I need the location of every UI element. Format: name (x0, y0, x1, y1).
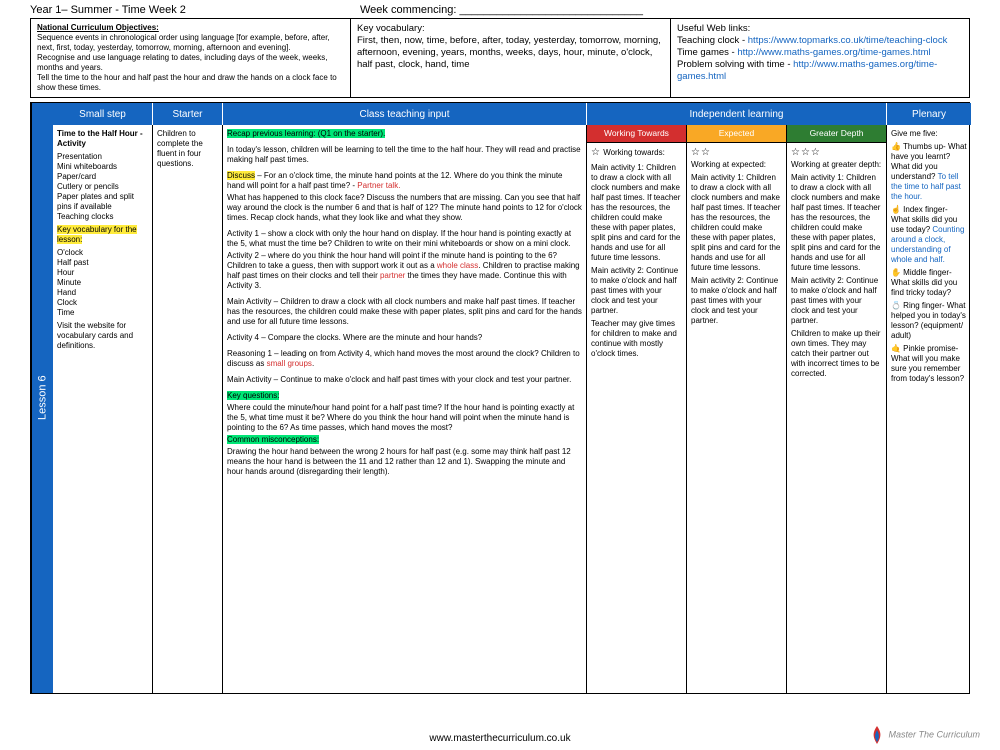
wt-header: Working Towards (587, 125, 687, 142)
vocab-title: Key vocabulary: (357, 23, 425, 34)
gd-header: Greater Depth (787, 125, 886, 142)
step-title: Time to the Half Hour - Activity (57, 129, 143, 148)
footer-url: www.masterthecurriculum.co.uk (0, 733, 1000, 744)
logo-text: Master The Curriculum (888, 729, 980, 739)
ex-header: Expected (687, 125, 787, 142)
nco-body: Sequence events in chronological order u… (37, 33, 337, 92)
links-title: Useful Web links: (677, 23, 750, 34)
input-p5d: partner (380, 271, 405, 280)
ex-a2: Main activity 2: Continue to make o'cloc… (691, 276, 782, 326)
step-keyvocab-list: O'clock Half past Hour Minute Hand Clock… (57, 248, 148, 318)
input-p5b: whole class (437, 261, 478, 270)
gd-stars: ☆☆☆ (791, 147, 821, 158)
header-title: Year 1– Summer - Time Week 2 (30, 4, 360, 16)
th-small-step: Small step (53, 103, 153, 125)
nco-box: National Curriculum Objectives: Sequence… (31, 19, 351, 97)
input-cm-hl: Common misconceptions: (227, 435, 319, 444)
lesson-grid: Lesson 6 Small step Starter Class teachi… (30, 102, 970, 694)
input-p7: Activity 4 – Compare the clocks. Where a… (227, 333, 582, 343)
input-p9: Main Activity – Continue to make o'clock… (227, 375, 582, 385)
plenary-pinkie: 🤙 Pinkie promise- What will you make sur… (891, 344, 967, 384)
step-website: Visit the website for vocabulary cards a… (57, 321, 148, 351)
wt-a2: Main activity 2: Continue to make o'cloc… (591, 266, 682, 316)
plenary-title: Give me five: (891, 129, 967, 139)
plenary-ring: 💍 Ring finger- What helped you in today'… (891, 301, 967, 341)
plenary-middle: ✋ Middle finger- What skills did you fin… (891, 268, 967, 298)
gd-a3: Children to make up their own times. The… (791, 329, 882, 379)
wt-cell: ☆ Working towards: Main activity 1: Chil… (587, 143, 687, 693)
starter-text: Children to complete the fluent in four … (157, 129, 203, 168)
step-resources: Presentation Mini whiteboards Paper/card… (57, 152, 148, 222)
wt-a1: Main activity 1: Children to draw a cloc… (591, 163, 682, 263)
vocab-body: First, then, now, time, before, after, t… (357, 35, 661, 70)
nco-title: National Curriculum Objectives: (37, 23, 159, 32)
input-p2b: Partner talk. (357, 181, 400, 190)
th-plenary: Plenary (887, 103, 971, 125)
footer-logo: Master The Curriculum (868, 724, 980, 746)
ex-stars: ☆☆ (691, 147, 711, 158)
link3-label: Problem solving with time - (677, 59, 793, 70)
cell-class-input: Recap previous learning: (Q1 on the star… (223, 125, 587, 693)
step-keyvocab-hl: Key vocabulary for the lesson: (57, 225, 137, 244)
flame-icon (868, 724, 886, 746)
input-p11: Drawing the hour hand between the wrong … (227, 447, 582, 477)
th-indep: Independent learning (587, 103, 887, 125)
input-p6: Main Activity – Children to draw a clock… (227, 297, 582, 327)
vocab-box: Key vocabulary: First, then, now, time, … (351, 19, 671, 97)
input-discuss-hl: Discuss (227, 171, 255, 180)
th-starter: Starter (153, 103, 223, 125)
wt-stars: ☆ (591, 147, 601, 158)
th-input: Class teaching input (223, 103, 587, 125)
link2-url[interactable]: http://www.maths-games.org/time-games.ht… (737, 47, 930, 58)
input-p8c: . (312, 359, 314, 368)
input-kq-hl: Key questions: (227, 391, 279, 400)
input-p8b: small groups (267, 359, 312, 368)
input-recap-hl: Recap previous learning: (Q1 on the star… (227, 129, 385, 138)
page-header: Year 1– Summer - Time Week 2 Week commen… (0, 0, 1000, 18)
gd-a1: Main activity 1: Children to draw a cloc… (791, 173, 882, 273)
table-header-row: Small step Starter Class teaching input … (53, 103, 971, 125)
ex-label: Working at expected: (691, 160, 766, 169)
wt-a3: Teacher may give times for children to m… (591, 319, 682, 359)
indep-subheader: Working Towards Expected Greater Depth (587, 125, 886, 143)
wt-label: Working towards: (603, 148, 665, 157)
cell-independent: Working Towards Expected Greater Depth ☆… (587, 125, 887, 693)
gd-cell: ☆☆☆ Working at greater depth: Main activ… (787, 143, 886, 693)
input-p3: What has happened to this clock face? Di… (227, 193, 582, 223)
lesson-tab: Lesson 6 (31, 103, 53, 693)
gd-label: Working at greater depth: (791, 160, 881, 169)
ex-a1: Main activity 1: Children to draw a cloc… (691, 173, 782, 273)
link1-label: Teaching clock - (677, 35, 748, 46)
input-p4: Activity 1 – show a clock with only the … (227, 229, 582, 249)
cell-plenary: Give me five: 👍 Thumbs up- What have you… (887, 125, 971, 693)
week-commencing: Week commencing: _______________________… (360, 4, 970, 16)
input-p10: Where could the minute/hour hand point f… (227, 403, 582, 433)
links-box: Useful Web links: Teaching clock - https… (671, 19, 969, 97)
link1-url[interactable]: https://www.topmarks.co.uk/time/teaching… (748, 35, 948, 46)
table-body-row: Time to the Half Hour - Activity Present… (53, 125, 971, 693)
input-p1: In today's lesson, children will be lear… (227, 145, 582, 165)
ex-cell: ☆☆ Working at expected: Main activity 1:… (687, 143, 787, 693)
cell-starter: Children to complete the fluent in four … (153, 125, 223, 693)
cell-small-step: Time to the Half Hour - Activity Present… (53, 125, 153, 693)
link2-label: Time games - (677, 47, 737, 58)
gd-a2: Main activity 2: Continue to make o'cloc… (791, 276, 882, 326)
top-info-boxes: National Curriculum Objectives: Sequence… (30, 18, 970, 98)
